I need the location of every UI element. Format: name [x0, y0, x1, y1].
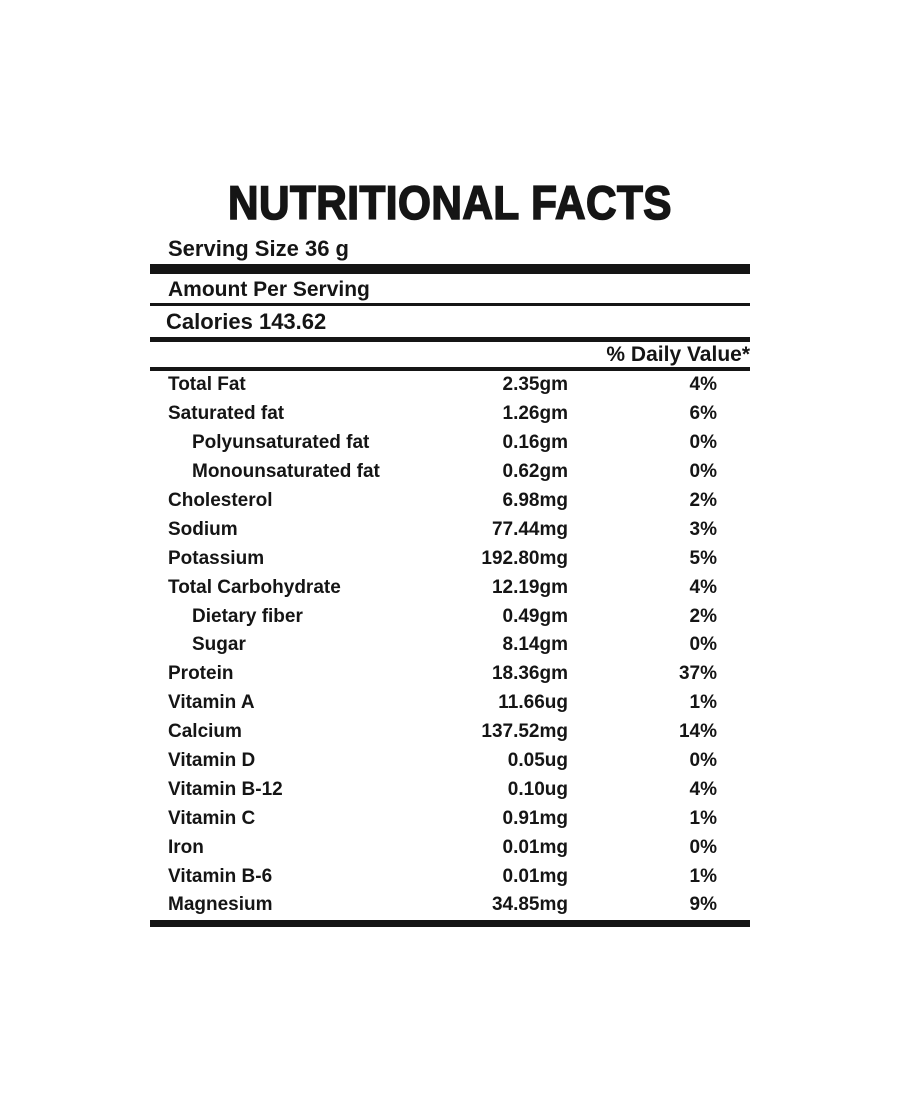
nutrient-amount: 137.52mg [481, 721, 568, 743]
nutrient-name: Saturated fat [168, 403, 285, 425]
separator-bar-thick-bottom [150, 919, 750, 927]
nutrient-daily-value: 5% [689, 547, 717, 569]
nutrient-daily-value: 4% [689, 374, 717, 396]
nutrient-daily-value: 2% [689, 490, 717, 511]
nutrient-daily-value: 4% [689, 576, 717, 598]
nutrient-daily-value: 0% [689, 750, 717, 772]
separator-line-subheader [150, 367, 750, 371]
table-row: Vitamin D 0.05ug 0% [150, 747, 750, 776]
nutrient-name: Magnesium [168, 894, 273, 916]
nutrient-amount: 18.36gm [491, 663, 568, 685]
nutrient-amount: 34.85mg [491, 894, 568, 916]
nutrient-name: Calcium [168, 721, 242, 743]
nutrient-name: Sodium [168, 518, 238, 540]
table-row: Calcium 137.52mg 14% [150, 718, 750, 747]
calories-row: Calories 143.62 [150, 306, 750, 337]
table-row: Vitamin C 0.91mg 1% [150, 804, 750, 833]
table-row: Protein 18.36gm 37% [150, 660, 750, 689]
table-row: Total Fat 2.35gm 4% [150, 371, 750, 400]
nutrient-daily-value: 0% [689, 836, 717, 858]
serving-size-row: Serving Size 36 g [150, 234, 750, 264]
table-row: Cholesterol 6.98mg 2% [150, 487, 750, 516]
nutrient-name: Vitamin C [168, 807, 256, 829]
nutrient-name: Protein [168, 663, 234, 685]
separator-line-thin [150, 303, 750, 306]
table-row: Vitamin B-6 0.01mg 1% [150, 862, 750, 891]
table-row: Polyunsaturated fat 0.16gm 0% [150, 429, 750, 458]
nutrient-name: Vitamin D [168, 750, 256, 772]
label-title: NUTRITIONAL FACTS [227, 176, 672, 229]
nutrient-amount: 0.05ug [507, 750, 568, 772]
nutrient-amount: 0.16gm [502, 432, 568, 454]
nutrient-amount: 77.44mg [491, 518, 568, 540]
nutrient-name: Dietary fiber [192, 605, 303, 627]
table-row: Iron 0.01mg 0% [150, 833, 750, 862]
nutrient-daily-value: 1% [689, 692, 717, 714]
nutrient-daily-value: 2% [689, 605, 717, 627]
amount-per-serving-heading: Amount Per Serving [168, 278, 370, 301]
nutrient-name: Total Carbohydrate [168, 576, 341, 598]
nutrient-amount: 2.35gm [502, 374, 568, 396]
separator-line-medium [150, 337, 750, 342]
nutrient-daily-value: 0% [689, 461, 717, 483]
nutrient-name: Monounsaturated fat [192, 461, 380, 483]
nutrient-daily-value: 9% [689, 894, 717, 916]
nutrient-name: Potassium [168, 547, 265, 569]
serving-size-label: Serving Size [168, 236, 299, 261]
nutrient-daily-value: 1% [689, 807, 717, 829]
table-row: Saturated fat 1.26gm 6% [150, 400, 750, 429]
nutrient-name: Cholesterol [168, 490, 273, 511]
table-row: Sugar 8.14gm 0% [150, 631, 750, 660]
nutrient-amount: 11.66ug [498, 692, 568, 714]
nutrient-table: Total Fat 2.35gm 4% Saturated fat 1.26gm 6% Po… [150, 371, 750, 920]
nutrient-amount: 0.49gm [502, 605, 568, 627]
nutrient-daily-value: 1% [689, 865, 717, 887]
table-row: Dietary fiber 0.49gm 2% [150, 602, 750, 631]
nutrition-facts-label: NUTRITIONAL FACTS Serving Size 36 g Amou… [150, 176, 750, 927]
nutrient-daily-value: 14% [678, 721, 717, 743]
nutrient-amount: 1.26gm [502, 403, 568, 425]
nutrient-amount: 0.10ug [507, 778, 568, 800]
nutrient-name: Total Fat [168, 374, 246, 396]
table-row: Monounsaturated fat 0.62gm 0% [150, 458, 750, 487]
daily-value-header: % Daily Value* [606, 343, 750, 366]
serving-size-value: 36 g [304, 236, 349, 261]
nutrient-amount: 12.19gm [491, 576, 568, 598]
nutrient-daily-value: 0% [689, 634, 717, 656]
nutrient-amount: 0.01mg [502, 865, 568, 887]
nutrient-amount: 192.80mg [481, 547, 568, 569]
nutrient-daily-value: 3% [689, 518, 717, 540]
nutrient-daily-value: 6% [689, 403, 717, 425]
table-row: Total Carbohydrate 12.19gm 4% [150, 573, 750, 602]
calories-label: Calories [166, 309, 253, 334]
table-row: Potassium 192.80mg 5% [150, 544, 750, 573]
nutrient-daily-value: 4% [689, 778, 717, 800]
separator-bar-thick-top [150, 264, 750, 274]
calories-value: 143.62 [258, 309, 327, 334]
nutrient-name: Vitamin A [168, 692, 255, 714]
nutrient-amount: 0.01mg [502, 836, 568, 858]
nutrient-name: Iron [168, 836, 204, 858]
nutrient-daily-value: 0% [689, 432, 717, 454]
nutrient-amount: 0.62gm [502, 461, 568, 483]
nutrient-name: Polyunsaturated fat [192, 432, 370, 454]
nutrient-amount: 6.98mg [502, 490, 568, 511]
table-row: Magnesium 34.85mg 9% [150, 891, 750, 920]
nutrient-amount: 0.91mg [502, 807, 568, 829]
table-row: Vitamin A 11.66ug 1% [150, 689, 750, 718]
table-row: Vitamin B-12 0.10ug 4% [150, 775, 750, 804]
nutrient-daily-value: 37% [678, 663, 717, 685]
nutrient-name: Vitamin B-12 [168, 778, 283, 800]
nutrient-name: Sugar [192, 634, 246, 656]
nutrient-amount: 8.14gm [502, 634, 568, 656]
nutrient-name: Vitamin B-6 [168, 865, 273, 887]
table-row: Sodium 77.44mg 3% [150, 515, 750, 544]
